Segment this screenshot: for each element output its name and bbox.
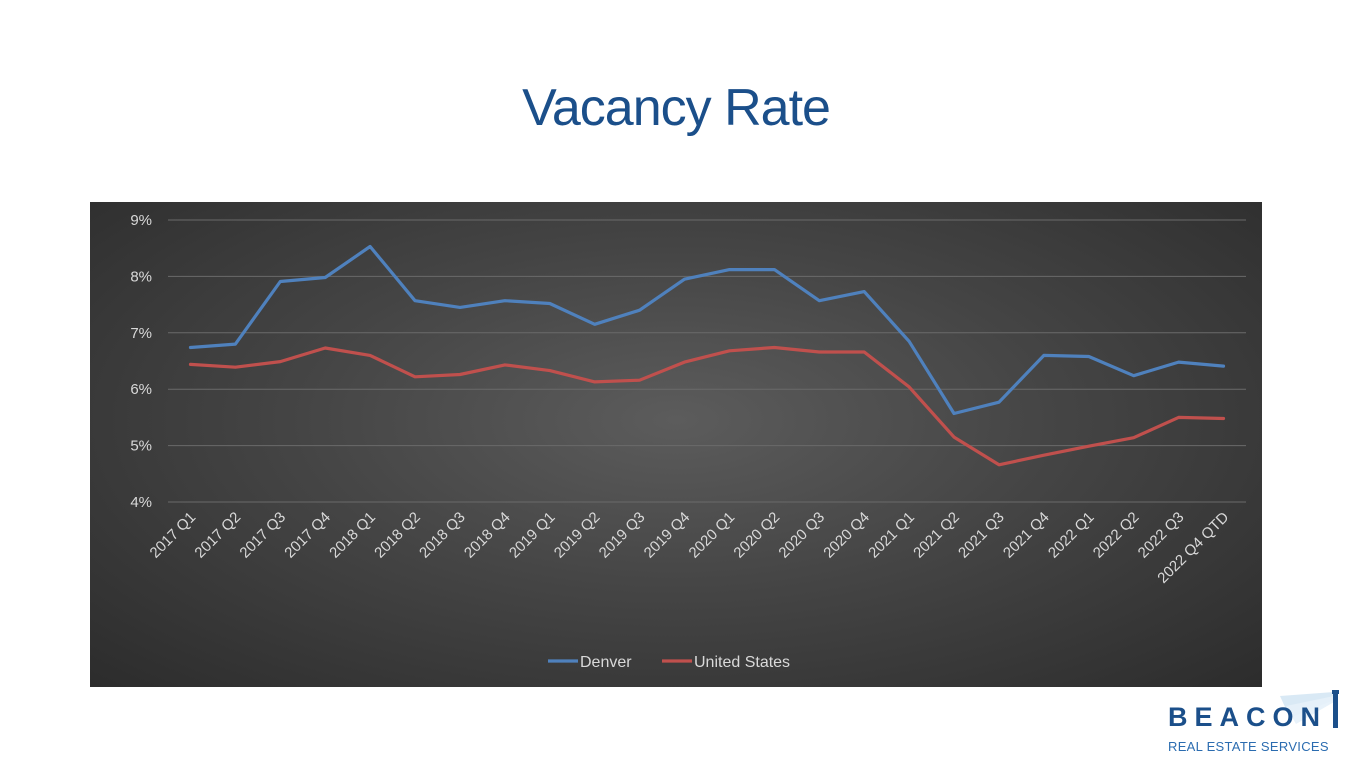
y-tick-label: 4% [130,494,152,511]
x-tick-label: 2020 Q4 [820,509,873,562]
series-line-united-states [188,345,1226,467]
y-tick-label: 5% [130,438,152,455]
x-tick-label: 2022 Q1 [1045,509,1098,562]
slide-title: Vacancy Rate [522,79,831,137]
series-line-denver [188,244,1226,416]
x-tick-label: 2021 Q4 [1000,509,1053,562]
beacon-logo: BEACON REAL ESTATE SERVICES [1160,690,1352,759]
y-tick-label: 6% [130,381,152,398]
logo-name: BEACON [1168,702,1328,732]
x-tick-label: 2018 Q4 [461,509,514,562]
x-tick-label: 2020 Q2 [730,509,783,562]
x-tick-label: 2019 Q1 [506,509,559,562]
chart-panel: 4% 5% 6% 7% 8% 9% 2017 Q1 2017 Q2 2017 Q3 2017 Q… [90,202,1262,687]
x-tick-label: 2021 Q2 [910,509,963,562]
x-tick-label: 2017 Q2 [191,509,244,562]
x-tick-label: 2020 Q3 [775,509,828,562]
y-tick-label: 8% [130,268,152,285]
gridlines [168,219,1246,503]
y-tick-label: 9% [130,212,152,229]
y-tick-label: 7% [130,325,152,342]
x-tick-label: 2018 Q1 [326,509,379,562]
x-tick-label: 2017 Q1 [147,509,200,562]
x-tick-label: 2019 Q4 [641,509,694,562]
x-tick-label: 2018 Q3 [416,509,469,562]
x-tick-label: 2020 Q1 [686,509,739,562]
x-tick-label: 2017 Q3 [236,509,289,562]
logo-subtitle: REAL ESTATE SERVICES [1168,739,1329,754]
legend-label: Denver [580,654,632,671]
x-tick-label: 2019 Q3 [596,509,649,562]
beacon-light-icon [1280,690,1339,728]
x-tick-label: 2019 Q2 [551,509,604,562]
legend-label: United States [694,654,790,671]
x-tick-label: 2022 Q2 [1090,509,1143,562]
x-tick-label: 2018 Q2 [371,509,424,562]
legend: Denver United States [548,654,790,671]
series-lines [188,244,1226,467]
y-axis: 4% 5% 6% 7% 8% 9% [130,212,152,511]
x-tick-label: 2021 Q1 [865,509,918,562]
x-tick-label: 2021 Q3 [955,509,1008,562]
x-tick-label: 2017 Q4 [281,509,334,562]
